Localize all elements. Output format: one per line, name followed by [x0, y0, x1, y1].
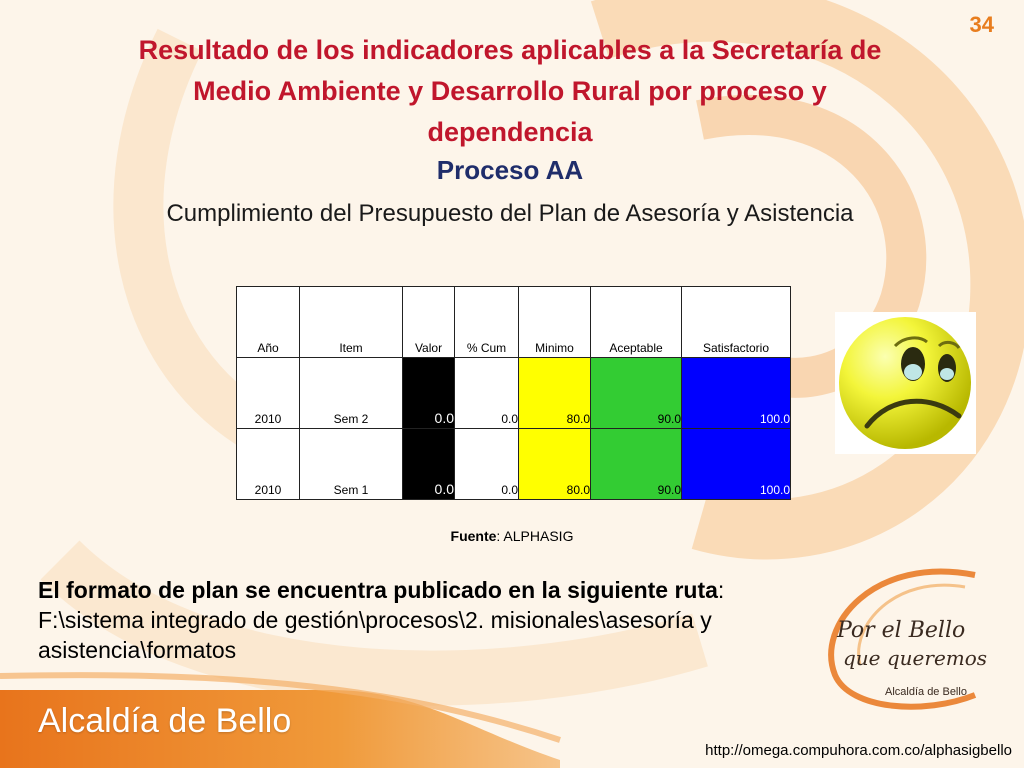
cell-value: 0.0 — [402, 357, 455, 429]
cell-acceptable: 90.0 — [590, 428, 682, 500]
logo-line-1: Por el Bello — [836, 618, 965, 643]
table-row: 2010 Sem 2 0.0 0.0 80.0 90.0 100.0 — [236, 357, 791, 429]
footer-url[interactable]: http://omega.compuhora.com.co/alphasigbe… — [705, 742, 1012, 759]
source-value: : ALPHASIG — [496, 528, 574, 544]
cell-item: Sem 2 — [299, 357, 403, 429]
cell-percent: 0.0 — [454, 428, 519, 500]
logo-line-3: Alcaldía de Bello — [885, 686, 967, 698]
source-line: Fuente: ALPHASIG — [0, 528, 1024, 544]
footer-brand: Alcaldía de Bello — [38, 702, 292, 740]
slide-title: Resultado de los indicadores aplicables … — [70, 30, 950, 153]
header-minimum: Minimo — [518, 286, 591, 358]
header-value: Valor — [402, 286, 455, 358]
header-year: Año — [236, 286, 300, 358]
header-acceptable: Aceptable — [590, 286, 682, 358]
sad-face-icon — [835, 312, 976, 454]
table-row: 2010 Sem 1 0.0 0.0 80.0 90.0 100.0 — [236, 428, 791, 500]
header-percent: % Cum — [454, 286, 519, 358]
cell-satisfactory: 100.0 — [681, 428, 791, 500]
table-header-row: Año Item Valor % Cum Minimo Aceptable Sa… — [236, 286, 791, 358]
cell-value: 0.0 — [402, 428, 455, 500]
cell-percent: 0.0 — [454, 357, 519, 429]
title-line-1: Resultado de los indicadores aplicables … — [138, 35, 882, 65]
cell-minimum: 80.0 — [518, 428, 591, 500]
note-path-text: : F:\sistema integrado de gestión\proces… — [38, 577, 725, 663]
process-heading: Proceso AA — [436, 155, 584, 185]
cell-item: Sem 1 — [299, 428, 403, 500]
note-bold-text: El formato de plan se encuentra publicad… — [38, 577, 718, 603]
indicator-table: Año Item Valor % Cum Minimo Aceptable Sa… — [236, 286, 791, 500]
source-label: Fuente — [450, 528, 497, 544]
page-number: 34 — [969, 12, 994, 37]
cell-acceptable: 90.0 — [590, 357, 682, 429]
format-path-note: El formato de plan se encuentra publicad… — [38, 575, 758, 665]
cell-year: 2010 — [236, 357, 300, 429]
cell-year: 2010 — [236, 428, 300, 500]
logo-line-2: que queremos — [843, 646, 987, 670]
cell-minimum: 80.0 — [518, 357, 591, 429]
cell-satisfactory: 100.0 — [681, 357, 791, 429]
header-item: Item — [299, 286, 403, 358]
header-satisfactory: Satisfactorio — [681, 286, 791, 358]
indicator-name: Cumplimiento del Presupuesto del Plan de… — [166, 200, 854, 227]
title-line-2: Medio Ambiente y Desarrollo Rural por pr… — [193, 76, 827, 106]
title-line-3: dependencia — [427, 117, 593, 147]
por-el-bello-logo: Por el Bello que queremos Alcaldía de Be… — [815, 565, 1000, 715]
